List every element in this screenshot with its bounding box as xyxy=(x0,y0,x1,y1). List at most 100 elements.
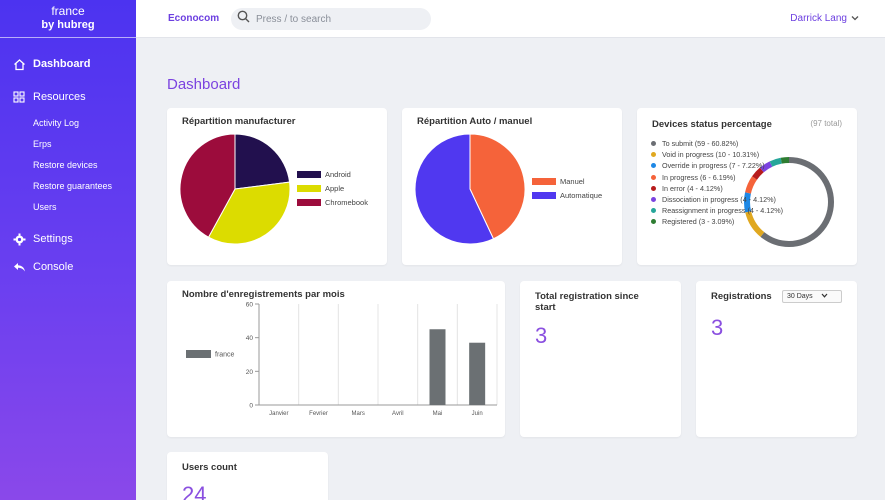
auto-manuel-title: Répartition Auto / manuel xyxy=(417,116,533,127)
manufacturer-title: Répartition manufacturer xyxy=(182,116,296,127)
nav-resources[interactable]: Resources xyxy=(12,90,86,104)
registrations-title: Registrations xyxy=(711,291,772,302)
auto-manuel-pie-chart xyxy=(414,133,526,245)
nav-settings-label: Settings xyxy=(33,233,73,245)
monthly-title: Nombre d'enregistrements par mois xyxy=(182,289,345,300)
manufacturer-card: Répartition manufacturer Android Apple C… xyxy=(167,108,387,265)
gear-icon xyxy=(12,232,26,246)
x-tick-label: Fevrier xyxy=(309,411,328,417)
home-icon xyxy=(12,57,26,71)
page-title: Dashboard xyxy=(167,76,241,93)
chevron-down-icon xyxy=(847,13,859,24)
period-select-value: 30 Days xyxy=(787,293,813,300)
users-count-title: Users count xyxy=(182,462,237,473)
users-count-value: 24 xyxy=(182,482,207,500)
auto-manuel-legend: Manuel Automatique xyxy=(532,174,602,202)
legend-swatch xyxy=(297,184,321,192)
period-select[interactable]: 30 Days xyxy=(782,290,842,303)
donut-segment-7[interactable] xyxy=(744,157,834,247)
legend-label: Automatique xyxy=(560,190,603,200)
legend-swatch xyxy=(297,170,321,178)
chevron-down-icon xyxy=(813,293,828,300)
search-input[interactable] xyxy=(256,13,416,25)
legend-item: To submit (59 - 60.82%) xyxy=(651,138,783,149)
status-title: Devices status percentage xyxy=(652,119,772,130)
manufacturer-legend: Android Apple Chromebook xyxy=(297,167,368,209)
legend-item: Automatique xyxy=(532,188,602,202)
legend-dot xyxy=(651,208,656,214)
legend-label: Android xyxy=(325,169,351,179)
sidebar-item-restore-guarantees[interactable]: Restore guarantees xyxy=(33,181,113,191)
sidebar-item-activity-log[interactable]: Activity Log xyxy=(33,118,80,128)
x-tick-label: Janvier xyxy=(269,411,288,417)
pie-slice-manuel[interactable] xyxy=(469,133,526,240)
manufacturer-pie-chart xyxy=(179,133,291,245)
nav-dashboard-label: Dashboard xyxy=(33,58,91,70)
legend-label: Void in progress (10 - 10.31%) xyxy=(662,150,760,160)
legend-item: In progress (6 - 6.19%) xyxy=(651,172,783,183)
search-box[interactable] xyxy=(231,8,431,30)
legend-item: In error (4 - 4.12%) xyxy=(651,183,783,194)
legend-item: Android xyxy=(297,167,368,181)
total-registration-value: 3 xyxy=(535,323,548,348)
status-legend: To submit (59 - 60.82%) Void in progress… xyxy=(651,138,783,228)
y-tick-label: 60 xyxy=(246,302,254,309)
pie-slice-android[interactable] xyxy=(234,133,291,190)
legend-dot xyxy=(651,141,656,147)
bar-mai[interactable] xyxy=(429,329,446,405)
legend-item: Dissociation in progress (4 - 4.12%) xyxy=(651,194,783,205)
legend-label: Override in progress (7 - 7.22%) xyxy=(662,161,765,171)
legend-dot xyxy=(651,163,656,169)
user-name: Darrick Lang xyxy=(790,13,847,24)
sidebar-item-restore-devices[interactable]: Restore devices xyxy=(33,160,98,170)
legend-dot xyxy=(651,152,656,158)
y-tick-label: 40 xyxy=(246,335,254,342)
pie-slice-apple[interactable] xyxy=(207,181,291,245)
legend-swatch xyxy=(297,198,321,206)
legend-dot xyxy=(651,185,656,191)
y-tick-label: 20 xyxy=(246,369,254,376)
sidebar-item-users[interactable]: Users xyxy=(33,202,57,212)
registrations-card: Registrations 30 Days 3 xyxy=(696,281,857,437)
company-name[interactable]: Econocom xyxy=(168,13,220,24)
nav-dashboard[interactable]: Dashboard xyxy=(12,57,90,71)
legend-label: Apple xyxy=(325,183,345,193)
monthly-card: Nombre d'enregistrements par mois 0 20 40 6… xyxy=(167,281,505,437)
status-card: Devices status percentage (97 total) To … xyxy=(637,108,857,265)
legend-dot xyxy=(651,174,656,180)
status-donut-chart xyxy=(744,157,834,247)
x-tick-label: Avril xyxy=(392,411,404,417)
legend-item: Apple xyxy=(297,181,368,195)
x-tick-label: Juin xyxy=(472,411,483,417)
nav-console[interactable]: Console xyxy=(12,260,73,274)
legend-label: Reassignment in progress (4 - 4.12%) xyxy=(662,206,784,216)
user-menu[interactable]: Darrick Lang xyxy=(790,13,859,24)
legend-item: Override in progress (7 - 7.22%) xyxy=(651,160,783,171)
nav-settings[interactable]: Settings xyxy=(12,232,73,246)
registrations-value: 3 xyxy=(711,315,724,340)
y-tick-label: 0 xyxy=(249,403,253,410)
legend-item: Manuel xyxy=(532,174,602,188)
bar-juin[interactable] xyxy=(469,342,486,405)
pie-slice-automatique[interactable] xyxy=(414,133,495,245)
x-tick-label: Mars xyxy=(351,411,364,417)
x-tick-label: Mai xyxy=(433,411,443,417)
donut-segment-2[interactable] xyxy=(744,157,834,247)
legend-label: In error (4 - 4.12%) xyxy=(662,183,723,193)
top-bar: Econocom Darrick Lang xyxy=(136,0,885,38)
monthly-bar-chart: 0 20 40 60 Janvier Fevrier Mars Avril Mai Juin fra… xyxy=(186,302,498,417)
legend-swatch xyxy=(186,350,211,358)
legend-label: To submit (59 - 60.82%) xyxy=(662,139,739,149)
brand-logo[interactable]: france by hubreg xyxy=(0,0,136,38)
total-registration-title: Total registration since start xyxy=(535,291,639,313)
users-count-card: Users count 24 xyxy=(167,452,328,500)
brand-line1: france xyxy=(51,4,85,18)
brand-line2: by hubreg xyxy=(41,19,95,31)
legend-label: Registered (3 - 3.09%) xyxy=(662,217,735,227)
pie-slice-chromebook[interactable] xyxy=(179,133,236,238)
legend-item: Chromebook xyxy=(297,195,368,209)
legend-label: Chromebook xyxy=(325,197,368,207)
legend-dot xyxy=(651,219,656,225)
sidebar-item-erps[interactable]: Erps xyxy=(33,139,52,149)
grid-icon xyxy=(12,90,26,104)
